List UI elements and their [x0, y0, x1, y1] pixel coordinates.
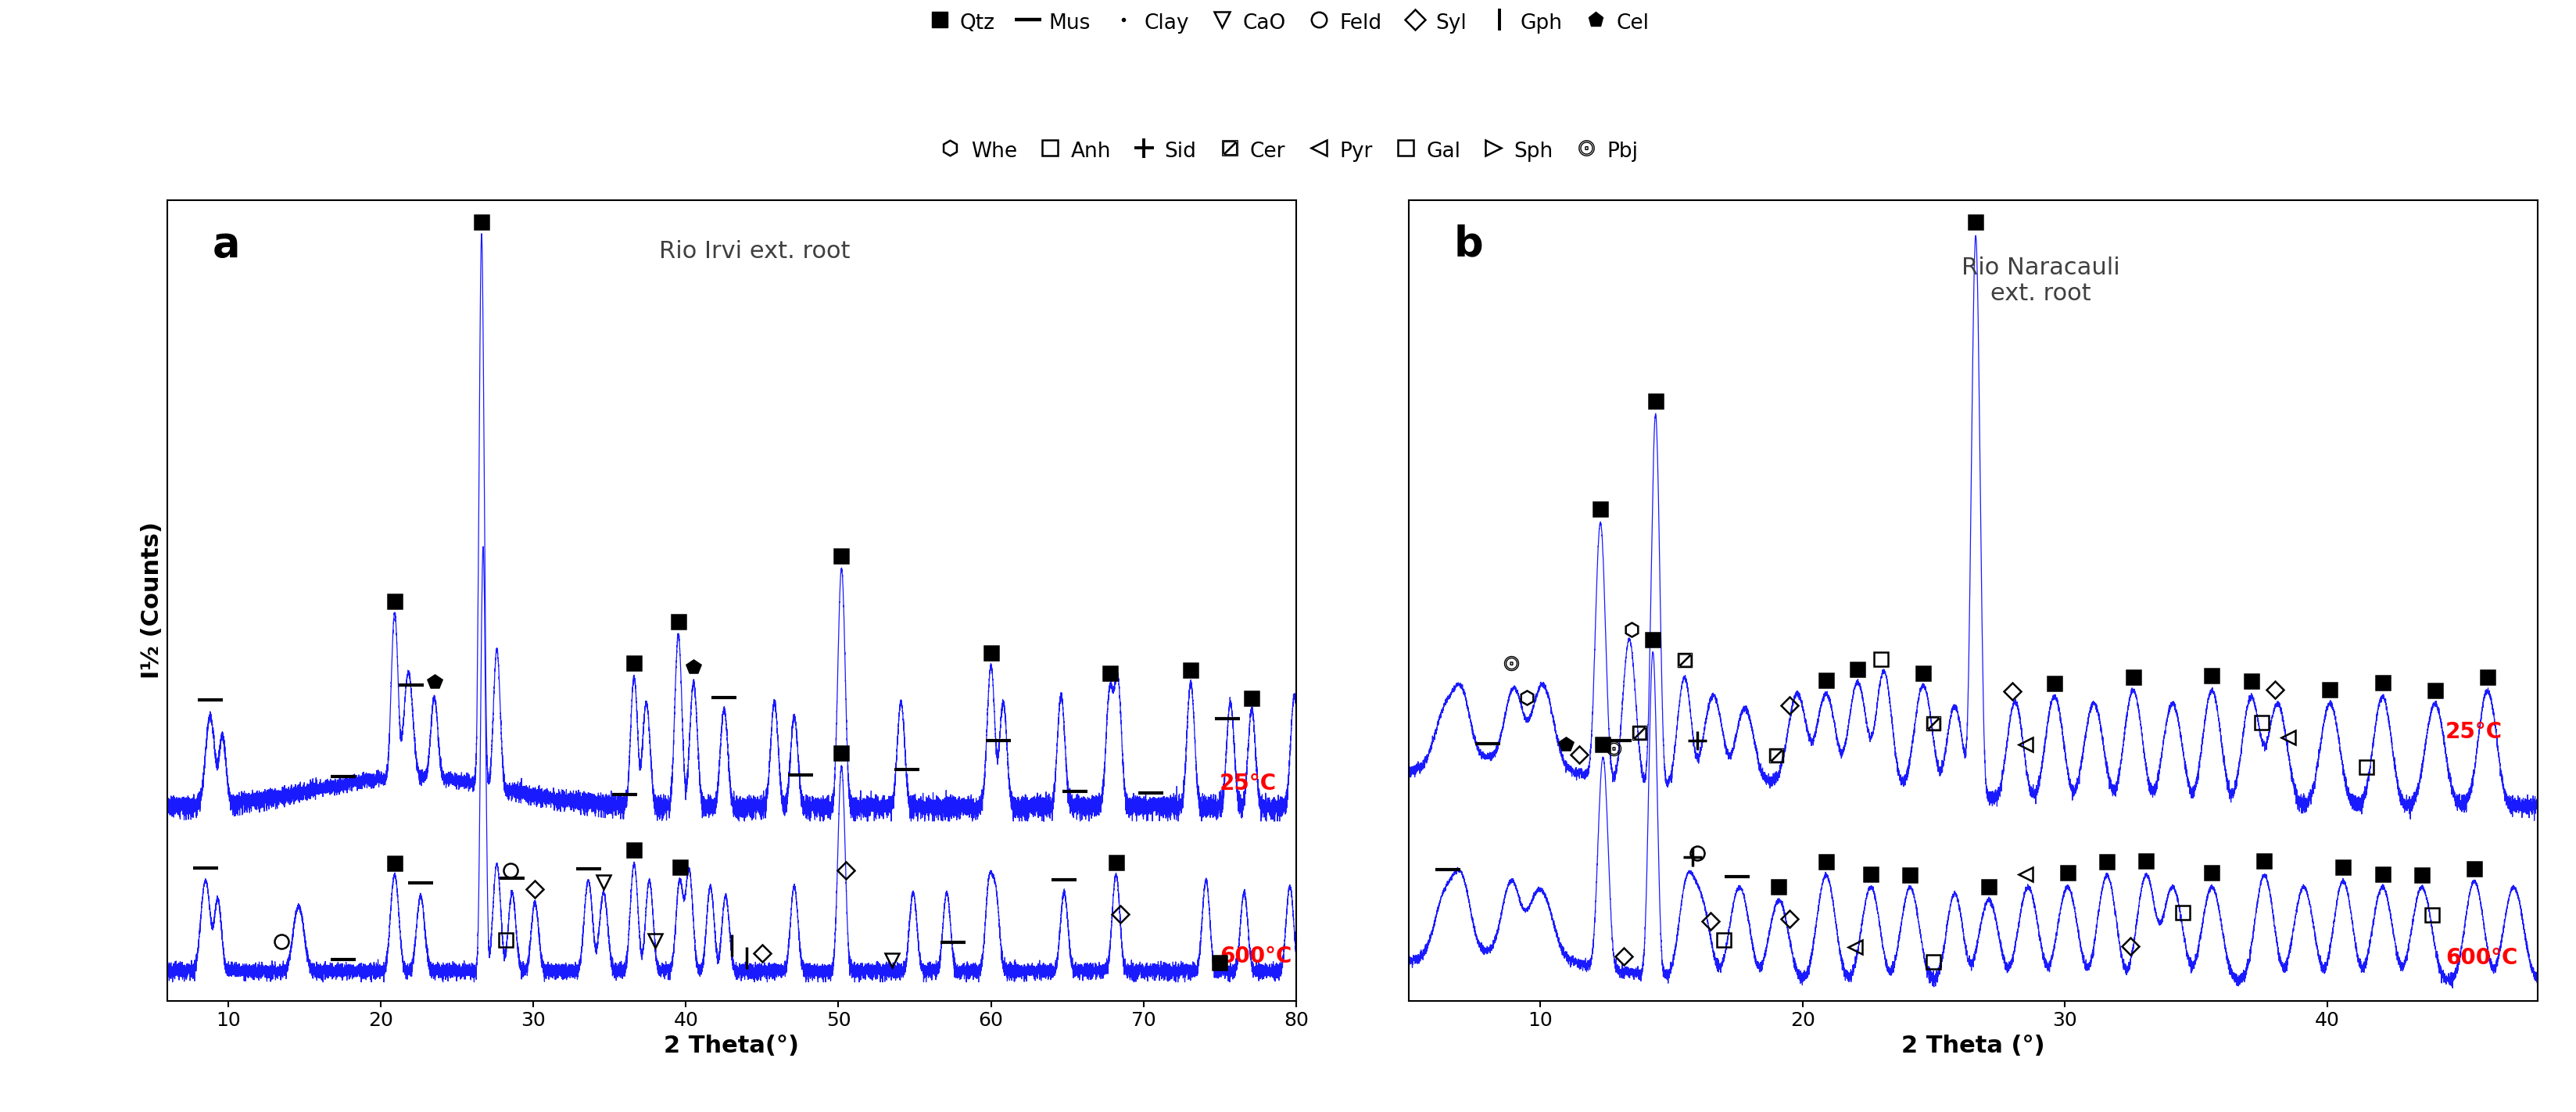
- Text: 25°C: 25°C: [2445, 721, 2504, 743]
- Text: Rio Naracauli
ext. root: Rio Naracauli ext. root: [1960, 256, 2120, 305]
- X-axis label: 2 Theta (°): 2 Theta (°): [1901, 1034, 2045, 1056]
- X-axis label: 2 Theta(°): 2 Theta(°): [665, 1034, 799, 1056]
- Text: 600°C: 600°C: [1218, 945, 1293, 967]
- Legend: Whe, Anh, Sid, Cer, Pyr, Gal, Sph, Pbj: Whe, Anh, Sid, Cer, Pyr, Gal, Sph, Pbj: [938, 138, 1638, 162]
- Text: a: a: [214, 225, 240, 265]
- Legend: Qtz, Mus, Clay, CaO, Feld, Syl, Gph, Cel: Qtz, Mus, Clay, CaO, Feld, Syl, Gph, Cel: [927, 10, 1649, 34]
- Y-axis label: I½ (Counts): I½ (Counts): [142, 522, 162, 679]
- Text: 600°C: 600°C: [2445, 947, 2517, 969]
- Text: b: b: [1453, 225, 1484, 265]
- Text: 25°C: 25°C: [1218, 773, 1278, 794]
- Text: Rio Irvi ext. root: Rio Irvi ext. root: [659, 240, 850, 262]
